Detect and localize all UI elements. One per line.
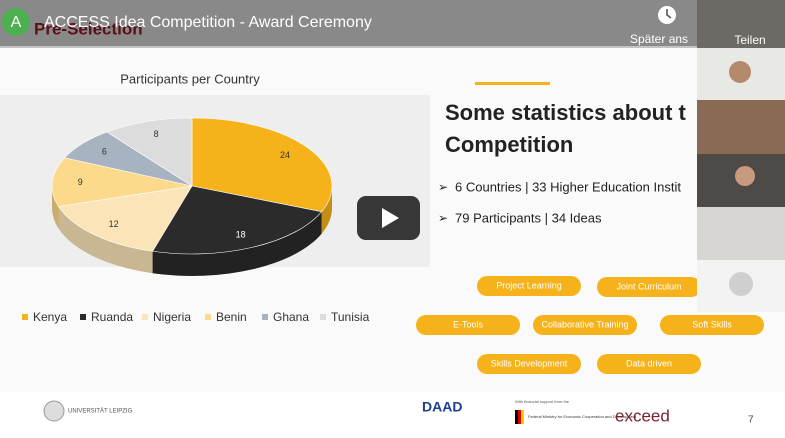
- pie-slice-side: [152, 211, 322, 276]
- data-label: 8: [154, 129, 159, 139]
- title-overlay: [0, 0, 697, 48]
- support-note: With financial support from the: [515, 399, 570, 404]
- heading: Some statistics about t: [445, 100, 687, 125]
- watch-later[interactable]: Später ans: [630, 32, 688, 46]
- data-label: 18: [236, 229, 246, 239]
- section-title: Pre-Selection: [34, 19, 143, 38]
- data-label: 24: [280, 150, 290, 160]
- pie-slice: [51, 157, 193, 207]
- participant-tile: [697, 207, 785, 260]
- legend-label: Nigeria: [153, 310, 191, 324]
- data-label: 9: [78, 177, 83, 187]
- legend-swatch: [22, 314, 28, 320]
- pie-slice: [152, 185, 323, 255]
- legend-label: Tunisia: [331, 310, 370, 324]
- avatar: [729, 272, 753, 296]
- bullet: 6 Countries | 33 Higher Education Instit: [455, 179, 681, 194]
- slide-footer: [0, 392, 785, 438]
- tag-label: Data driven: [626, 358, 672, 368]
- tag-label: E-Tools: [453, 319, 484, 329]
- bullet-mark: ➢: [438, 180, 448, 194]
- avatar: [735, 166, 755, 186]
- play-icon: [382, 208, 399, 228]
- legend-swatch: [320, 314, 326, 320]
- channel-avatar[interactable]: [2, 8, 30, 36]
- legend-swatch: [205, 314, 211, 320]
- legend-swatch: [142, 314, 148, 320]
- university-logo: [43, 400, 65, 422]
- tag: [597, 354, 701, 374]
- bullet: 79 Participants | 34 Ideas: [455, 210, 602, 225]
- tag: [533, 315, 637, 335]
- legend-swatch: [262, 314, 268, 320]
- legend-label: Benin: [216, 310, 247, 324]
- heading: Competition: [445, 132, 573, 157]
- tag-label: Project Learning: [496, 280, 562, 290]
- tag-label: Joint Curriculum: [616, 281, 681, 291]
- daad-logo: DAAD: [422, 399, 462, 415]
- pie-slice: [191, 117, 333, 213]
- tag-label: Skills Development: [491, 358, 568, 368]
- accent-line: [475, 82, 550, 85]
- tag: [597, 277, 701, 297]
- legend-label: Ruanda: [91, 310, 133, 324]
- ministry: Federal Ministry for Economic Cooperatio…: [528, 414, 637, 419]
- video-title[interactable]: ACCESS Idea Competition - Award Ceremony: [44, 14, 372, 31]
- page-number: 7: [748, 415, 754, 426]
- legend-swatch: [80, 314, 86, 320]
- legend-label: Kenya: [33, 310, 67, 324]
- participant-tile: [697, 0, 785, 48]
- pie-slice-side: [58, 206, 153, 274]
- tag: [477, 354, 581, 374]
- share-button[interactable]: Teilen: [734, 33, 765, 47]
- flag: [515, 410, 518, 424]
- bullet-mark: ➢: [438, 211, 448, 225]
- flag: [521, 410, 524, 424]
- tag: [660, 315, 764, 335]
- clock-hand: [666, 9, 672, 19]
- flag: [518, 410, 521, 424]
- participant-tile: [697, 100, 785, 154]
- avatar: [729, 61, 751, 83]
- tag: [477, 276, 581, 296]
- university-name: UNIVERSITÄT LEIPZIG: [68, 408, 133, 415]
- legend-label: Ghana: [273, 310, 309, 324]
- pie-slice: [57, 185, 193, 252]
- data-label: 6: [102, 146, 107, 156]
- tag-label: Collaborative Training: [541, 319, 628, 329]
- exceed-logo: exceed: [615, 406, 670, 425]
- data-label: 12: [109, 219, 119, 229]
- pie-slice-side: [321, 186, 332, 234]
- pie-slice: [106, 117, 193, 187]
- chart-title: Participants per Country: [120, 71, 260, 86]
- tag-label: Soft Skills: [692, 319, 732, 329]
- tag: [416, 315, 520, 335]
- channel-initial: A: [11, 14, 22, 31]
